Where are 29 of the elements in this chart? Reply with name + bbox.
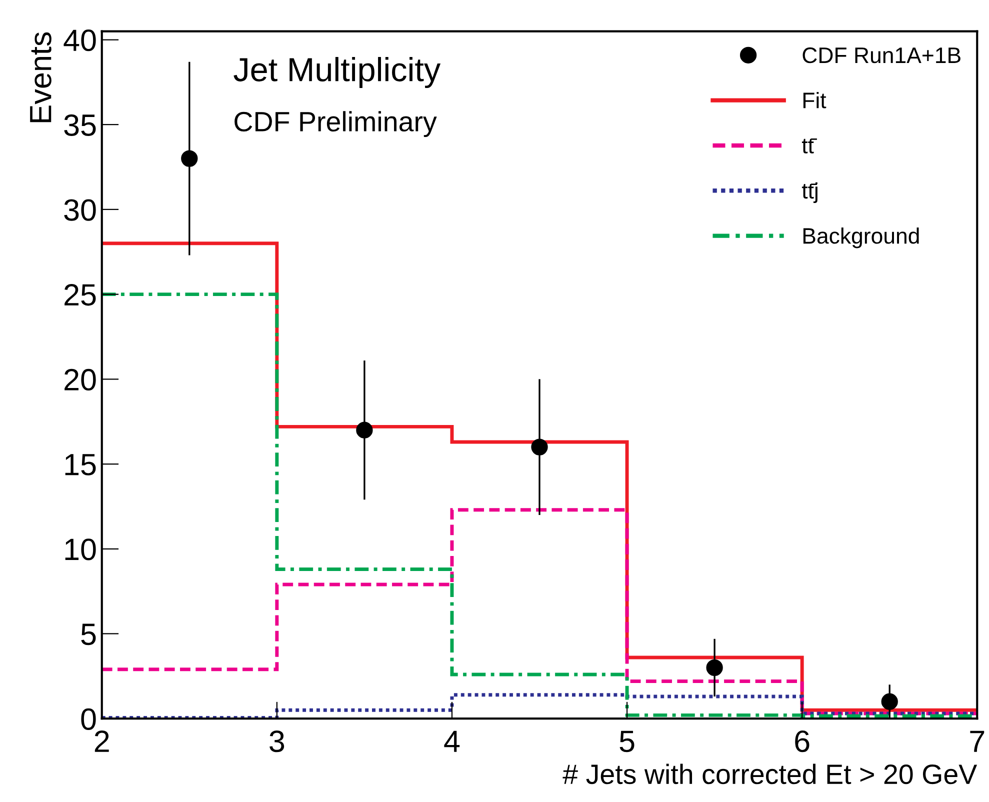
x-axis-title: # Jets with corrected Et > 20 GeV [562,764,978,784]
x-tick-label: 7 [970,730,984,752]
x-tick-label: 3 [270,730,284,752]
point [531,438,548,456]
x-tick-label: 5 [620,730,634,752]
y-tick-label: 15 [65,454,96,476]
point [181,150,198,167]
y-tick-label: 0 [81,708,96,730]
legend-label: Background [803,227,919,248]
y-axis-title: Events [30,32,52,122]
y-tick-label: 30 [64,199,96,221]
point [881,693,898,710]
legend-label: Fit [803,92,826,108]
annotation: CDF Preliminary [234,111,437,138]
y-tick-label: 25 [64,284,96,306]
y-tick-label: 20 [64,368,96,391]
x-tick-label: 4 [444,730,460,752]
y-tick-label: 35 [64,114,96,136]
x-tick-label: 2 [94,730,109,752]
y-tick-label: 5 [81,624,96,646]
legend-label: tt̄ [802,138,817,154]
y-tick-label: 10 [65,538,96,560]
annotation: Jet Multiplicity [234,56,441,88]
x-tick-label: 6 [795,730,810,752]
y-tick-label: 40 [64,30,96,52]
legend-label: tt̄j [802,182,818,204]
point [706,659,723,676]
legend-label: CDF Run1A+1B [802,47,960,64]
point [356,422,373,438]
